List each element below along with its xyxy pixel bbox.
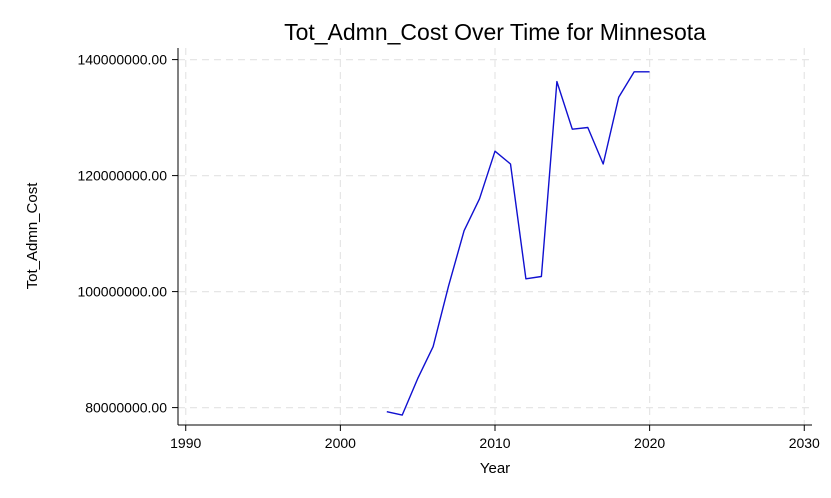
- x-tick-label-4: 2030: [789, 435, 820, 451]
- y-tick-label-2: 120000000.00: [77, 168, 167, 184]
- y-tick-label-0: 80000000.00: [85, 400, 167, 416]
- series-line-0: [386, 71, 650, 416]
- x-tick-label-3: 2020: [634, 435, 665, 451]
- x-tick-label-1: 2000: [325, 435, 356, 451]
- series: [386, 71, 650, 416]
- chart-title: Tot_Admn_Cost Over Time for Minnesota: [284, 19, 706, 45]
- y-axis-label: Tot_Admn_Cost: [24, 182, 41, 290]
- x-tick-label-0: 1990: [170, 435, 201, 451]
- y-tick-label-3: 140000000.00: [77, 52, 167, 68]
- y-tick-label-1: 100000000.00: [77, 284, 167, 300]
- x-axis-label: Year: [480, 460, 510, 477]
- grid: [178, 48, 812, 425]
- x-tick-label-2: 2010: [479, 435, 510, 451]
- x-axis-ticks: 1990 2000 2010 2020 2030: [170, 425, 820, 451]
- axes: [177, 48, 812, 426]
- y-axis-ticks: 80000000.00 100000000.00 120000000.00 14000…: [77, 52, 178, 416]
